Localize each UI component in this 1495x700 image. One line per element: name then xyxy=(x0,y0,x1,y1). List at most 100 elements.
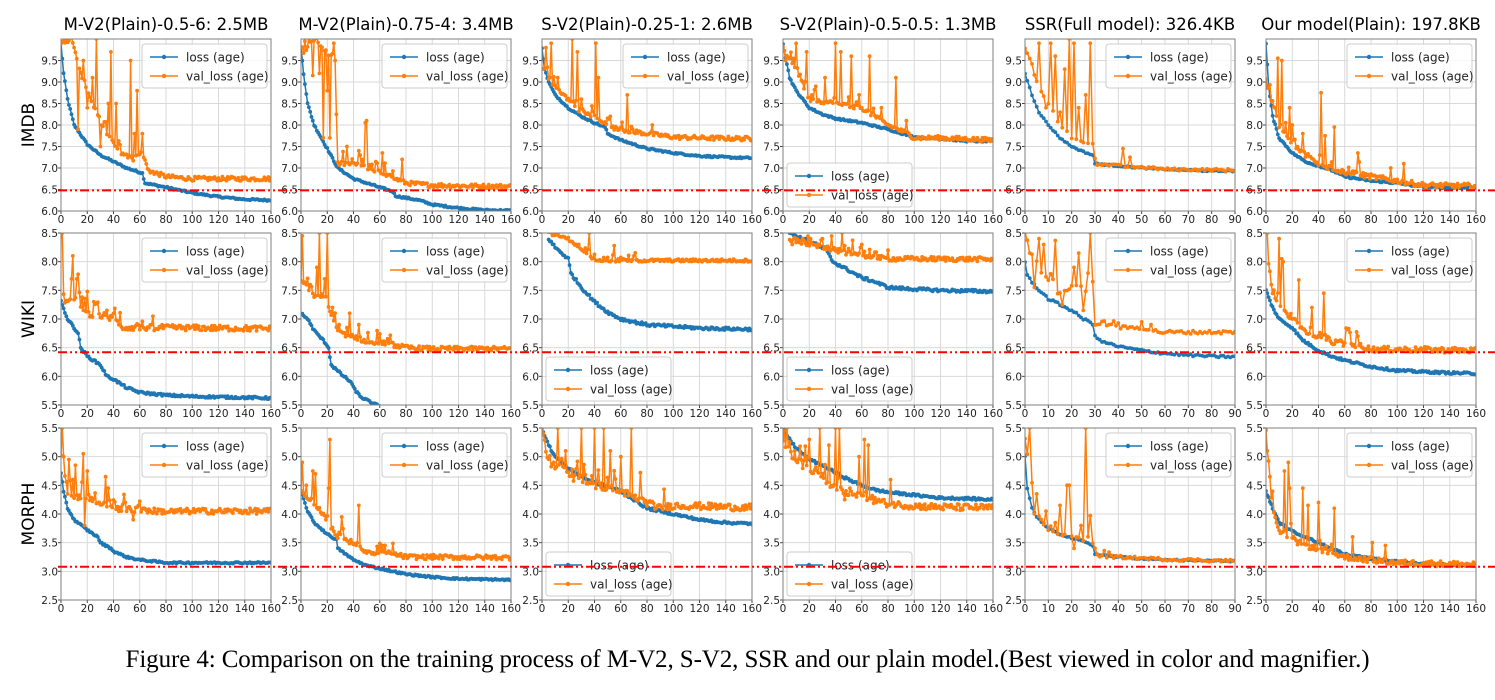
x-tick-label: 60 xyxy=(133,214,146,226)
plot-frame xyxy=(1024,232,1236,406)
x-tick-label: 160 xyxy=(983,408,1003,420)
loss-point xyxy=(330,155,335,160)
val-loss-point xyxy=(140,131,145,136)
y-tick-label: 3.5 xyxy=(281,538,298,550)
val-loss-point xyxy=(787,56,792,61)
x-tick-label: 40 xyxy=(829,408,842,420)
loss-point xyxy=(122,383,126,387)
val-loss-point xyxy=(246,511,251,516)
legend: loss (age) val_loss (age) xyxy=(141,237,269,283)
x-tick-label: 20 xyxy=(81,603,94,615)
val-loss-point xyxy=(1308,325,1313,330)
x-tick-label: 160 xyxy=(501,408,521,420)
val-loss-point xyxy=(61,292,66,297)
val-loss-point xyxy=(301,234,305,238)
y-tick-label: 7.0 xyxy=(281,314,298,326)
x-tick-label: 20 xyxy=(803,214,816,226)
val-loss-point xyxy=(1121,146,1125,151)
x-tick-label: 100 xyxy=(1387,214,1407,226)
val-loss-point xyxy=(1039,270,1044,275)
val-loss-point xyxy=(326,486,331,491)
y-tick-label: 8.0 xyxy=(1005,120,1022,132)
val-loss-point xyxy=(203,507,208,511)
x-tick-label: 80 xyxy=(159,603,172,615)
val-loss-point xyxy=(320,45,324,50)
x-tick-label: 120 xyxy=(448,214,468,226)
loss-point xyxy=(1188,352,1193,356)
val-loss-point xyxy=(334,112,339,117)
val-loss-point xyxy=(334,325,339,330)
val-loss-point xyxy=(427,344,432,349)
x-tick-label: 140 xyxy=(475,603,495,615)
val-loss-point xyxy=(244,324,249,328)
legend-loss-label: loss (age) xyxy=(186,245,245,259)
val-loss-point xyxy=(70,254,75,258)
legend: loss (age) val_loss (age) xyxy=(141,432,269,478)
val-loss-point xyxy=(106,486,111,491)
val-loss-point xyxy=(81,58,86,63)
loss-point xyxy=(310,118,315,123)
x-tick-label: 160 xyxy=(501,603,521,615)
val-loss-point xyxy=(971,135,976,140)
loss-point xyxy=(84,139,88,144)
x-tick-label: 160 xyxy=(261,603,281,615)
row-label: WIKI xyxy=(19,300,39,338)
val-loss-point xyxy=(1455,181,1460,186)
legend-marker xyxy=(806,173,812,179)
val-loss-point xyxy=(1093,156,1097,161)
legend-marker xyxy=(565,386,571,392)
subplot: 6.0 6.5 7.0 7.5 8.0 8.5 9.0 9.5 0 20 40 60 80 100 120 1… xyxy=(522,38,762,226)
plot-frame xyxy=(782,232,994,406)
x-tick-label: 140 xyxy=(957,214,977,226)
val-loss-point xyxy=(366,330,370,335)
val-loss-point xyxy=(132,131,137,136)
x-tick-label: 80 xyxy=(399,214,412,226)
val-loss-point xyxy=(1062,67,1067,71)
val-loss-point xyxy=(355,540,360,545)
legend-box xyxy=(1105,237,1232,283)
val-loss-point xyxy=(591,109,596,114)
val-loss-point xyxy=(208,328,213,333)
val-loss-point xyxy=(95,300,100,305)
legend-box xyxy=(1346,237,1473,283)
val-loss-point xyxy=(376,341,381,346)
val-loss-point xyxy=(267,178,271,183)
legend-marker xyxy=(401,267,407,273)
val-loss-point xyxy=(1044,105,1048,110)
x-tick-label: 10 xyxy=(1042,408,1055,420)
y-tick-label: 8.0 xyxy=(41,257,58,269)
val-loss-point xyxy=(103,474,108,479)
loss-point xyxy=(574,277,578,281)
y-tick-label: 3.0 xyxy=(281,566,298,578)
val-loss-point xyxy=(1279,58,1284,63)
val-loss-point xyxy=(254,512,259,516)
val-loss-point xyxy=(579,97,584,102)
y-tick-label: 5.5 xyxy=(1005,400,1022,412)
val-loss-point xyxy=(628,130,632,135)
legend-marker xyxy=(806,192,812,198)
x-tick-label: 140 xyxy=(1440,214,1460,226)
x-tick-label: 160 xyxy=(742,408,762,420)
loss-point xyxy=(1266,62,1270,67)
val-loss-point xyxy=(950,256,955,261)
val-loss-point xyxy=(377,332,382,336)
val-loss-point xyxy=(590,104,594,108)
val-loss-point xyxy=(852,106,856,111)
val-loss-point xyxy=(975,259,980,264)
legend-box xyxy=(381,237,508,283)
val-loss-point xyxy=(867,54,872,59)
val-loss-point xyxy=(1072,41,1076,46)
val-loss-point xyxy=(335,536,340,541)
val-loss-point xyxy=(111,140,116,145)
val-loss-point xyxy=(391,340,395,345)
val-loss-point xyxy=(1316,163,1321,168)
loss-point xyxy=(1037,110,1041,115)
val-loss-point xyxy=(586,247,590,252)
val-loss-point xyxy=(1048,271,1053,276)
x-tick-label: 0 xyxy=(539,408,546,420)
val-loss-point xyxy=(145,510,150,515)
loss-point xyxy=(1055,300,1060,305)
x-tick-label: 100 xyxy=(182,214,202,226)
val-loss-point xyxy=(789,239,793,244)
val-loss-point xyxy=(85,105,90,110)
